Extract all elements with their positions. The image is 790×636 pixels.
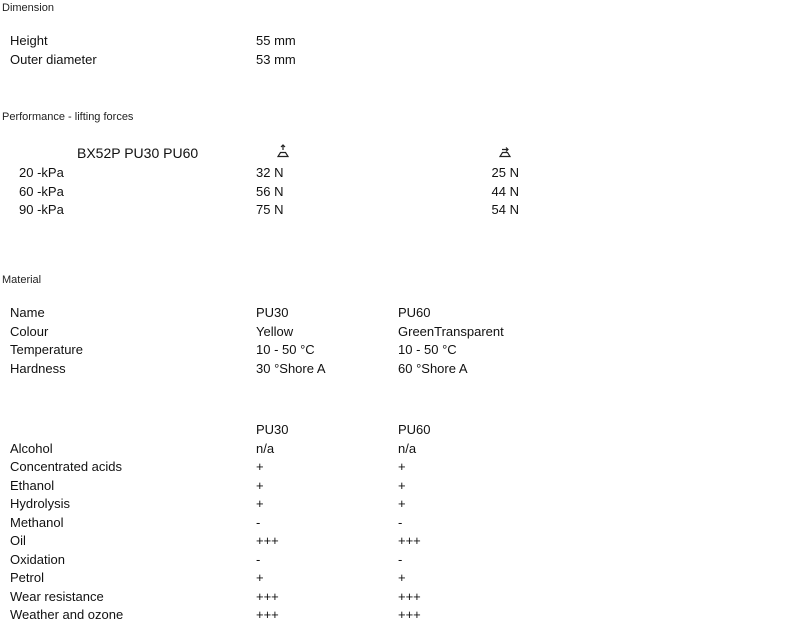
row-label: Name bbox=[10, 305, 45, 320]
pu30-value: Yellow bbox=[256, 323, 294, 339]
dimension-heading: Dimension bbox=[2, 2, 54, 14]
lateral-lift-force-icon bbox=[498, 147, 512, 158]
pu60-value: +++ bbox=[398, 533, 421, 548]
pu60-value: +++ bbox=[398, 588, 421, 604]
column-header: PU30 bbox=[256, 422, 289, 437]
lateral-value: 54 N bbox=[491, 202, 519, 217]
resistance-row: Petrol + + bbox=[10, 569, 570, 587]
pu60-value: 60 °Shore A bbox=[398, 360, 468, 376]
pu60-value: - bbox=[398, 551, 403, 567]
pu60-value: PU60 bbox=[398, 305, 431, 320]
resistance-header: PU30 PU60 bbox=[10, 421, 570, 439]
material-heading: Material bbox=[2, 274, 42, 286]
pu30-value: +++ bbox=[256, 588, 279, 604]
pu30-value: +++ bbox=[256, 607, 279, 622]
performance-heading: Performance - lifting forces bbox=[2, 111, 134, 123]
row-label: Methanol bbox=[10, 514, 64, 530]
pu60-value: + bbox=[398, 570, 406, 585]
resistance-row: Concentrated acids + + bbox=[10, 458, 570, 476]
pu30-value: PU30 bbox=[256, 305, 289, 320]
pu30-value: 30 °Shore A bbox=[256, 360, 326, 376]
dimension-row: Height 55 mm bbox=[10, 32, 570, 50]
lateral-value: 25 N bbox=[491, 165, 519, 180]
pu30-value: + bbox=[256, 570, 264, 585]
lateral-value: 44 N bbox=[491, 184, 519, 199]
row-label: Temperature bbox=[10, 342, 83, 357]
resistance-row: Wear resistance +++ +++ bbox=[10, 588, 570, 606]
column-header: PU60 bbox=[398, 422, 431, 437]
pu30-value: +++ bbox=[256, 533, 279, 548]
vertical-value: 75 N bbox=[256, 202, 284, 217]
pu60-value: GreenTransparent bbox=[398, 323, 504, 339]
row-label: Weather and ozone bbox=[10, 607, 124, 622]
row-label: Hydrolysis bbox=[10, 496, 70, 511]
pu60-value: n/a bbox=[398, 440, 417, 456]
material-row: Colour Yellow GreenTransparent bbox=[10, 323, 570, 341]
row-label: 90 -kPa bbox=[19, 202, 64, 217]
pu30-value: - bbox=[256, 551, 261, 567]
pu30-value: n/a bbox=[256, 440, 275, 456]
pu30-value: 10 - 50 °C bbox=[256, 342, 315, 357]
pu30-value: + bbox=[256, 477, 264, 493]
row-label: Hardness bbox=[10, 360, 66, 376]
resistance-row: Oxidation - - bbox=[10, 551, 570, 569]
resistance-row: Weather and ozone +++ +++ bbox=[10, 606, 570, 624]
vertical-value: 32 N bbox=[256, 165, 284, 180]
resistance-row: Oil +++ +++ bbox=[10, 532, 570, 550]
model-label: BX52P PU30 PU60 bbox=[77, 145, 199, 161]
performance-row: 90 -kPa 75 N 54 N bbox=[10, 201, 570, 219]
dimension-row: Outer diameter 53 mm bbox=[10, 51, 570, 69]
resistance-row: Ethanol + + bbox=[10, 477, 570, 495]
pu60-value: - bbox=[398, 514, 403, 530]
material-row: Hardness 30 °Shore A 60 °Shore A bbox=[10, 360, 570, 378]
resistance-row: Methanol - - bbox=[10, 514, 570, 532]
row-label: Oxidation bbox=[10, 551, 65, 567]
row-label: Alcohol bbox=[10, 440, 53, 456]
vertical-lift-force-icon bbox=[276, 144, 290, 158]
resistance-row: Hydrolysis + + bbox=[10, 495, 570, 513]
row-label: Height bbox=[10, 33, 48, 48]
row-label: Petrol bbox=[10, 570, 44, 585]
performance-row: 20 -kPa 32 N 25 N bbox=[10, 164, 570, 182]
pu60-value: +++ bbox=[398, 607, 421, 622]
vertical-value: 56 N bbox=[256, 184, 284, 199]
row-label: Ethanol bbox=[10, 477, 55, 493]
row-label: Colour bbox=[10, 323, 49, 339]
row-value: 53 mm bbox=[256, 52, 296, 67]
pu60-value: 10 - 50 °C bbox=[398, 342, 457, 357]
pu30-value: + bbox=[256, 496, 264, 511]
row-label: 20 -kPa bbox=[19, 165, 64, 180]
resistance-row: Alcohol n/a n/a bbox=[10, 440, 570, 458]
material-row: Name PU30 PU60 bbox=[10, 304, 570, 322]
pu60-value: + bbox=[398, 477, 406, 493]
pu30-value: + bbox=[256, 459, 264, 474]
pu60-value: + bbox=[398, 459, 406, 474]
row-value: 55 mm bbox=[256, 33, 296, 48]
row-label: 60 -kPa bbox=[19, 184, 64, 199]
row-label: Outer diameter bbox=[10, 52, 97, 67]
row-label: Oil bbox=[10, 533, 26, 548]
row-label: Wear resistance bbox=[10, 588, 104, 604]
row-label: Concentrated acids bbox=[10, 459, 123, 474]
pu60-value: + bbox=[398, 496, 406, 511]
material-row: Temperature 10 - 50 °C 10 - 50 °C bbox=[10, 341, 570, 359]
pu30-value: - bbox=[256, 514, 261, 530]
performance-row: 60 -kPa 56 N 44 N bbox=[10, 183, 570, 201]
